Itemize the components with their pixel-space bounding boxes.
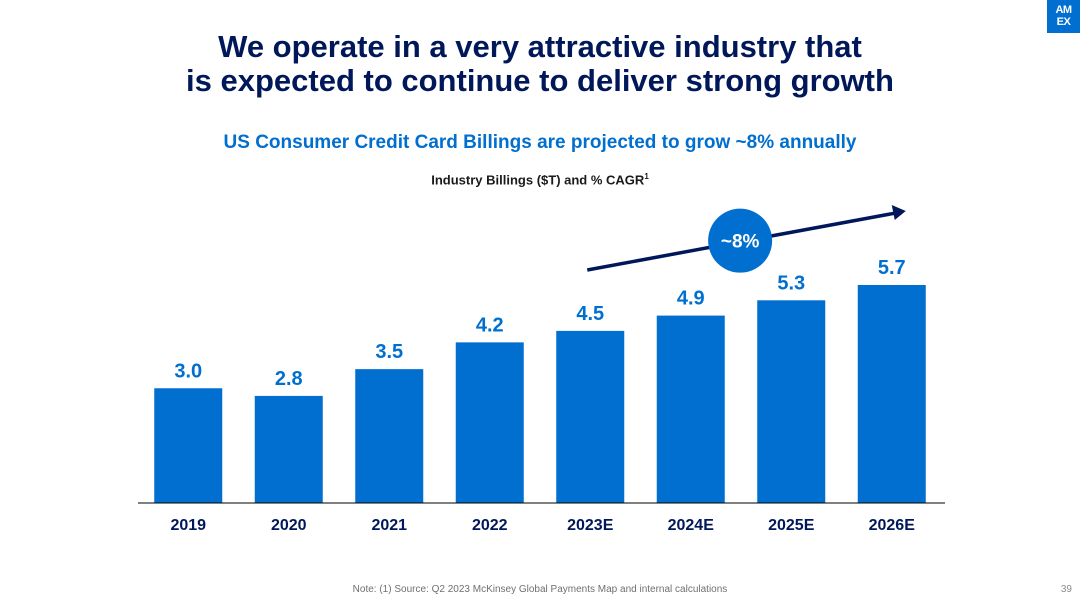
value-label-2023E: 4.5 [576, 303, 604, 325]
value-label-2024E: 4.9 [677, 288, 705, 310]
logo-text-line-1: AM [1055, 4, 1072, 16]
bar-2019 [154, 388, 223, 503]
x-tick-2022: 2022 [472, 517, 508, 534]
chart-subtitle: US Consumer Credit Card Billings are pro… [223, 132, 857, 153]
x-tick-2019: 2019 [170, 517, 206, 534]
chart-caption: Industry Billings ($T) and % CAGR1 [0, 172, 1080, 187]
bar-2020 [254, 395, 323, 503]
logo-text-line-2: EX [1056, 16, 1071, 28]
value-label-2021: 3.5 [375, 341, 403, 363]
title-line-2: is expected to continue to deliver stron… [186, 63, 894, 98]
bar-2026E [857, 285, 926, 503]
bar-2025E [757, 300, 826, 503]
value-label-2025E: 5.3 [777, 272, 805, 294]
x-tick-2026E: 2026E [869, 517, 916, 534]
page-number: 39 [1060, 584, 1072, 595]
x-tick-2025E: 2025E [768, 517, 815, 534]
x-tick-2023E: 2023E [567, 517, 614, 534]
caption-text: Industry Billings ($T) and % CAGR [431, 172, 645, 188]
bar-2022 [455, 342, 524, 503]
value-label-2019: 3.0 [174, 360, 202, 382]
x-tick-2020: 2020 [271, 517, 307, 534]
bar-2024E [656, 315, 725, 503]
value-label-2026E: 5.7 [878, 257, 906, 279]
cagr-label: ~8% [721, 232, 760, 253]
caption-footnote-marker: 1 [644, 172, 649, 181]
x-tick-2024E: 2024E [668, 517, 715, 534]
value-label-2020: 2.8 [275, 368, 303, 390]
source-note: Note: (1) Source: Q2 2023 McKinsey Globa… [352, 584, 728, 595]
title-line-1: We operate in a very attractive industry… [218, 29, 862, 64]
cagr-arrowhead [891, 205, 906, 220]
amex-logo: AM EX [1047, 0, 1080, 33]
value-label-2022: 4.2 [476, 314, 504, 336]
cagr-badge [708, 208, 773, 273]
bar-2023E [556, 330, 625, 503]
bar-2021 [355, 369, 424, 503]
x-tick-2021: 2021 [371, 517, 407, 534]
slide-title: We operate in a very attractive industry… [0, 30, 1080, 98]
